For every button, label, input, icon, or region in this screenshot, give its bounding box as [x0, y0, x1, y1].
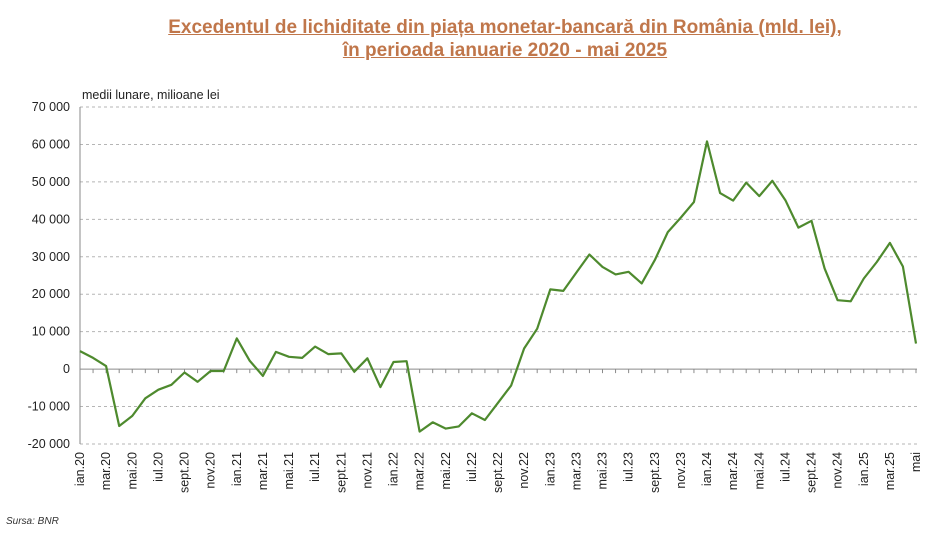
- x-tick-label: mai.20: [125, 452, 139, 490]
- y-tick-label: 10 000: [32, 325, 70, 339]
- x-tick-label: mar.21: [256, 452, 270, 490]
- y-tick-label: 70 000: [32, 100, 70, 114]
- x-tick-label: sept.23: [648, 452, 662, 493]
- y-tick-label: 40 000: [32, 212, 70, 226]
- y-axis-label: medii lunare, milioane lei: [82, 88, 220, 102]
- y-tick-label: -10 000: [28, 400, 70, 414]
- x-tick-label: mai.24: [752, 452, 766, 490]
- x-tick-label: ian.24: [700, 452, 714, 486]
- series-layer: [79, 140, 918, 433]
- series-line: [79, 140, 918, 433]
- x-tick-label: iul.23: [622, 452, 636, 482]
- x-tick-label: mai.22: [439, 452, 453, 490]
- y-tick-label: -20 000: [28, 437, 70, 451]
- x-tick-label: nov.23: [674, 452, 688, 489]
- grid-layer: [80, 106, 917, 445]
- axis-layer: [79, 107, 917, 444]
- y-tick-label: 50 000: [32, 175, 70, 189]
- y-tick-label: 30 000: [32, 250, 70, 264]
- y-tick-labels: 70 000 60 000 50 000 40 000 30 000 20 000 10 0…: [28, 100, 70, 451]
- y-tick-label: 60 000: [32, 137, 70, 151]
- chart-title-line-2: în perioada ianuarie 2020 - mai 2025: [342, 40, 668, 61]
- x-tick-label: mar.24: [726, 452, 740, 490]
- y-tick-label: 20 000: [32, 287, 70, 301]
- x-tick-label: iul.22: [465, 452, 479, 482]
- x-tick-label: nov.21: [360, 452, 374, 489]
- source-note: Sursa: BNR: [6, 516, 59, 527]
- x-tick-label: mai: [909, 452, 923, 472]
- x-tick-label: ian.25: [857, 452, 871, 486]
- x-tick-labels: ian.20 mar.20 mai.20 iul.20 sept.20 nov.20 ian…: [73, 452, 923, 493]
- x-tick-label: ian.20: [73, 452, 87, 486]
- x-tick-label: mar.20: [99, 452, 113, 490]
- x-tick-label: ian.23: [543, 452, 557, 486]
- x-tick-label: sept.24: [805, 452, 819, 493]
- x-tick-label: nov.22: [517, 452, 531, 489]
- x-tick-label: ian.22: [387, 452, 401, 486]
- x-tick-label: nov.20: [204, 452, 218, 489]
- x-tick-label: nov.24: [831, 452, 845, 489]
- x-tick-label: mar.23: [569, 452, 583, 490]
- x-tick-label: mai.21: [282, 452, 296, 490]
- x-tick-label: mar.22: [413, 452, 427, 490]
- x-tick-label: iul.24: [778, 452, 792, 482]
- chart-title: Excedentul de lichiditate din piața mone…: [75, 16, 935, 62]
- y-tick-label: 0: [63, 362, 70, 376]
- x-tick-label: sept.22: [491, 452, 505, 493]
- x-tick-label: iul.20: [151, 452, 165, 482]
- x-tick-label: ian.21: [230, 452, 244, 486]
- x-tick-label: mar.25: [883, 452, 897, 490]
- x-tick-label: mai.23: [596, 452, 610, 490]
- chart-title-line-1: Excedentul de lichiditate din piața mone…: [168, 17, 842, 38]
- x-tick-label: sept.21: [334, 452, 348, 493]
- x-tick-label: sept.20: [178, 452, 192, 493]
- x-tick-label: iul.21: [308, 452, 322, 482]
